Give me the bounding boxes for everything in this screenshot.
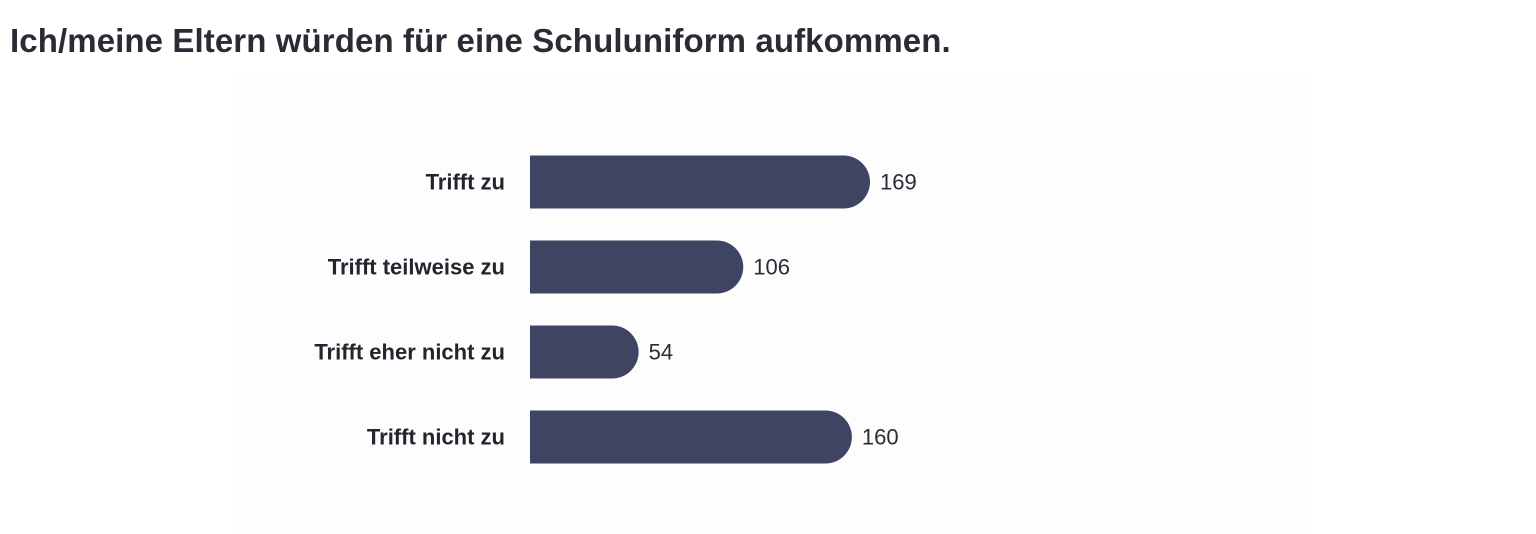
bar-1 xyxy=(530,155,870,209)
bar-2 xyxy=(530,240,744,294)
bar-4 xyxy=(530,410,852,464)
value-label: 54 xyxy=(649,340,673,365)
value-label: 160 xyxy=(862,425,899,450)
category-label: Trifft teilweise zu xyxy=(328,255,505,280)
bar-3 xyxy=(530,325,639,379)
chart-title: Ich/meine Eltern würden für eine Schulun… xyxy=(10,22,951,59)
value-label: 169 xyxy=(880,170,917,195)
category-label: Trifft zu xyxy=(426,170,505,195)
value-label: 106 xyxy=(753,255,790,280)
category-label: Trifft nicht zu xyxy=(367,425,505,450)
category-label: Trifft eher nicht zu xyxy=(314,340,505,365)
